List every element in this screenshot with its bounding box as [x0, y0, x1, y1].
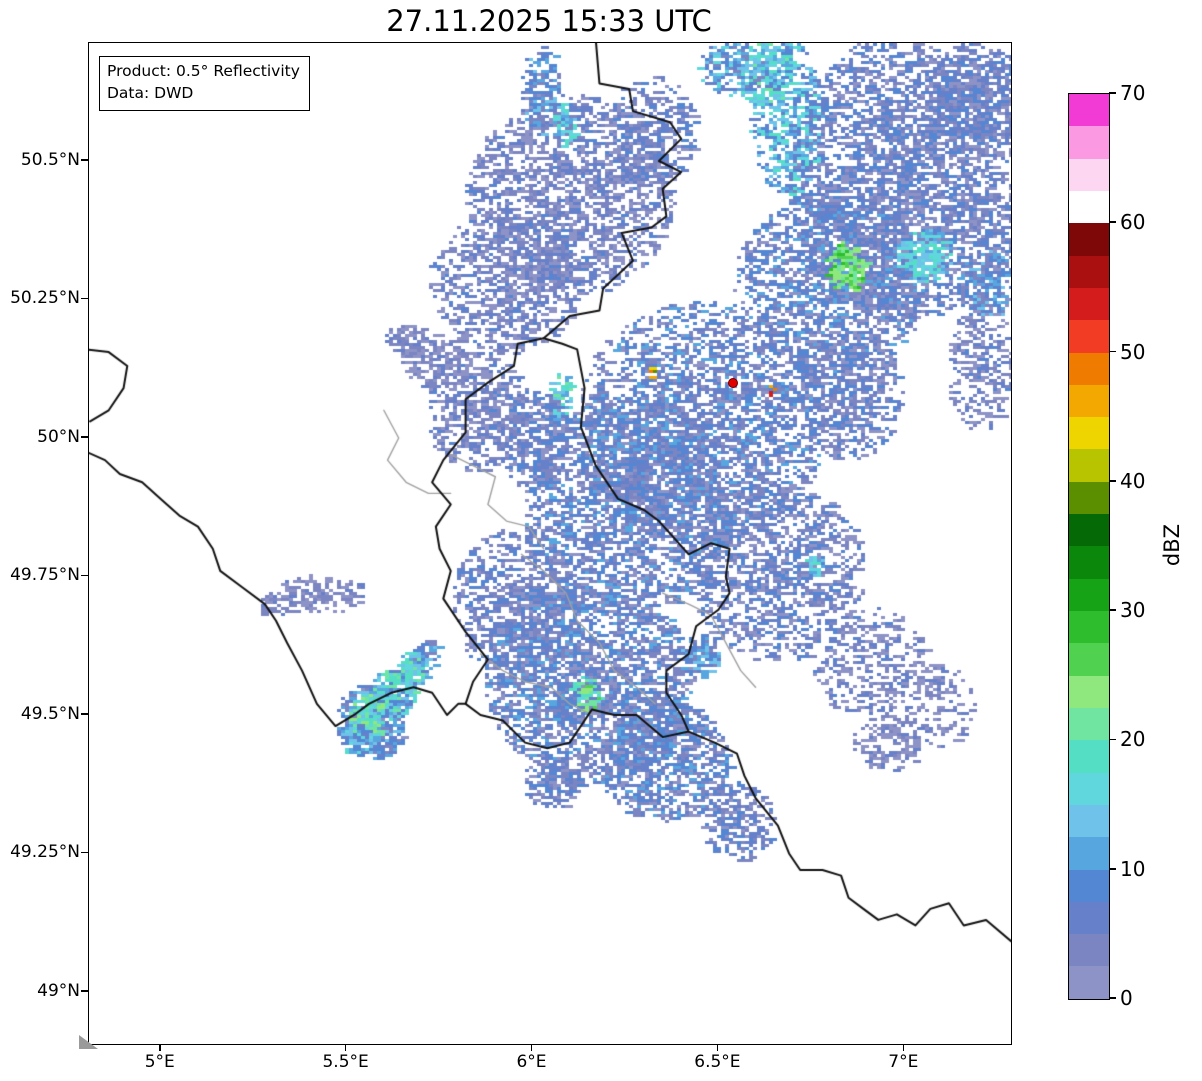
radar-reflectivity-map [89, 43, 1011, 1044]
colorbar-segment [1069, 740, 1109, 773]
colorbar-segment [1069, 869, 1109, 902]
map-axes: Product: 0.5° Reflectivity Data: DWD [88, 42, 1012, 1045]
y-tick-mark [81, 436, 88, 438]
colorbar-segment [1069, 772, 1109, 805]
product-label: Product: 0.5° Reflectivity [107, 62, 300, 80]
colorbar-segment [1069, 255, 1109, 288]
data-source-label: Data: DWD [107, 84, 194, 103]
cb-tick-mark [1109, 92, 1116, 94]
cb-tick-label: 50 [1120, 339, 1146, 364]
y-tick-label: 49.5°N [20, 703, 80, 724]
colorbar-segment [1069, 546, 1109, 579]
x-tick-mark [344, 1044, 347, 1051]
colorbar-segment [1069, 190, 1109, 224]
x-tick-label: 7°E [888, 1052, 919, 1072]
cb-tick-mark [1109, 350, 1116, 353]
y-tick-label: 49.75°N [10, 565, 80, 586]
colorbar-segment [1069, 578, 1109, 611]
x-tick-label: 5°E [144, 1052, 175, 1072]
cb-tick-mark [1109, 221, 1116, 224]
colorbar-axis-label: dBZ [1160, 523, 1184, 567]
y-tick-mark [81, 851, 88, 854]
cb-tick-mark [1109, 609, 1116, 611]
y-tick-label: 49.25°N [10, 842, 80, 863]
colorbar-segment [1069, 384, 1109, 418]
x-tick-mark [902, 1044, 905, 1051]
cb-tick-label: 10 [1120, 856, 1146, 881]
y-tick-label: 50°N [37, 426, 80, 447]
colorbar-segment [1069, 158, 1109, 191]
y-tick-label: 50.25°N [10, 288, 80, 309]
colorbar-segment [1069, 837, 1109, 870]
radar-site-marker [728, 377, 739, 388]
colorbar-segment [1069, 707, 1109, 741]
colorbar-segment [1069, 320, 1109, 353]
y-tick-mark [81, 574, 88, 577]
colorbar [1068, 93, 1110, 1000]
cb-tick-label: 40 [1120, 468, 1146, 493]
colorbar-segment [1069, 449, 1109, 482]
y-tick-label: 49°N [37, 980, 80, 1001]
y-tick-mark [81, 159, 88, 161]
colorbar-segment [1069, 417, 1109, 450]
cb-tick-mark [1109, 867, 1116, 870]
colorbar-segment [1069, 481, 1109, 515]
colorbar-segment [1069, 223, 1109, 256]
colorbar-segment [1069, 675, 1109, 708]
y-tick-mark [81, 990, 88, 992]
cb-tick-label: 0 [1120, 986, 1133, 1010]
y-tick-mark [81, 297, 88, 300]
x-tick-label: 6°E [516, 1052, 547, 1072]
cb-tick-mark [1109, 480, 1116, 482]
y-tick-mark [81, 713, 88, 715]
colorbar-segment [1069, 94, 1109, 127]
y-tick-label: 50.5°N [20, 149, 80, 170]
x-tick-label: 6.5°E [694, 1052, 741, 1072]
product-info-box: Product: 0.5° Reflectivity Data: DWD [99, 56, 310, 111]
colorbar-segment [1069, 287, 1109, 321]
cb-tick-label: 20 [1120, 727, 1146, 752]
colorbar-segment [1069, 514, 1109, 547]
cb-tick-mark [1109, 738, 1116, 741]
plot-title: 27.11.2025 15:33 UTC [386, 4, 712, 38]
colorbar-segment [1069, 611, 1109, 644]
colorbar-segment [1069, 934, 1109, 967]
colorbar-segment [1069, 643, 1109, 676]
cb-tick-label: 70 [1120, 81, 1146, 105]
cb-tick-label: 60 [1120, 210, 1146, 235]
colorbar-segment [1069, 352, 1109, 385]
x-tick-label: 5.5°E [322, 1052, 369, 1072]
x-tick-mark [530, 1044, 533, 1051]
x-tick-mark [716, 1044, 719, 1051]
x-tick-mark [158, 1044, 161, 1051]
colorbar-segment [1069, 901, 1109, 935]
colorbar-segment [1069, 966, 1109, 999]
cb-tick-mark [1109, 997, 1116, 999]
cb-tick-label: 30 [1120, 598, 1146, 623]
colorbar-segment [1069, 804, 1109, 838]
colorbar-segment [1069, 126, 1109, 159]
